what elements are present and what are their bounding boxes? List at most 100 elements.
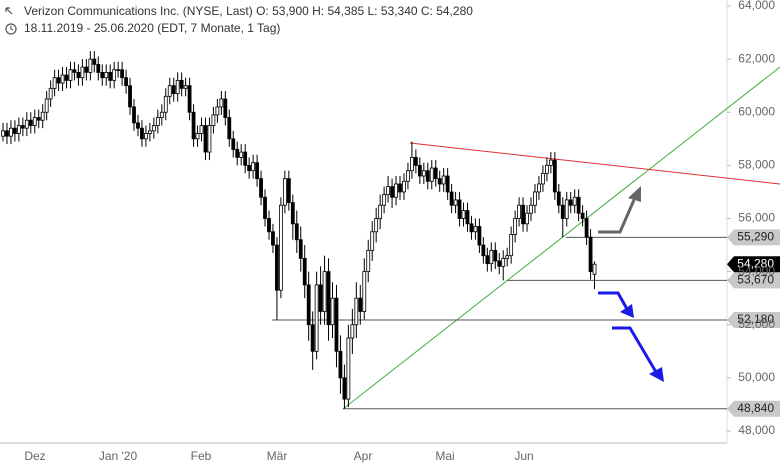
- candle-body: [124, 77, 128, 87]
- candle-body: [461, 210, 466, 219]
- level-label: 55,290: [737, 230, 774, 244]
- candle-body: [572, 196, 577, 206]
- header-icons: [5, 7, 17, 35]
- candle-body: [132, 106, 136, 124]
- candle-body: [441, 175, 446, 185]
- last-price-label: 54,280: [737, 256, 774, 270]
- x-tick-label: Apr: [354, 449, 373, 463]
- last-price-box: [727, 256, 780, 273]
- candle-body: [243, 151, 248, 166]
- candle-body: [215, 106, 220, 116]
- candle-body: [358, 297, 363, 312]
- level-label: 48,840: [737, 401, 774, 415]
- y-tick-label: 56,000: [738, 211, 775, 225]
- candle-body: [251, 162, 256, 172]
- candle-body: [271, 231, 275, 246]
- candle-body: [140, 127, 144, 140]
- candle-body: [13, 127, 17, 134]
- arrow-up-head: [628, 186, 641, 202]
- candle-body: [465, 210, 470, 225]
- candle-body: [497, 260, 502, 267]
- candle-body: [100, 72, 105, 79]
- candle-body: [259, 178, 263, 198]
- candle-body: [144, 133, 148, 140]
- x-tick-label: Mär: [267, 449, 288, 463]
- candle-body: [235, 149, 240, 158]
- candle-body: [374, 218, 379, 233]
- candle-body: [402, 180, 406, 193]
- candle-body: [493, 249, 498, 262]
- candle-body: [52, 77, 57, 89]
- candle-body: [489, 249, 494, 265]
- level-box: [727, 272, 780, 289]
- candle-body: [72, 69, 77, 73]
- candle-body: [350, 324, 355, 339]
- candle-body: [104, 72, 109, 79]
- candle-body: [203, 125, 208, 153]
- candle-body: [330, 297, 335, 326]
- candle-body: [342, 377, 347, 400]
- chart-subtitle: 18.11.2019 - 25.06.2020 (EDT, 7 Monate, …: [24, 21, 280, 35]
- candle-body: [429, 167, 434, 182]
- candle-body: [390, 186, 394, 198]
- candle-body: [263, 196, 267, 219]
- y-tick-label: 58,000: [738, 158, 775, 172]
- candle-body: [163, 95, 168, 113]
- candle-body: [453, 199, 458, 206]
- candle-body: [425, 170, 430, 182]
- candle-body: [394, 183, 398, 198]
- candle-body: [310, 324, 315, 352]
- candle-body: [326, 271, 331, 326]
- y-tick-label: 60,000: [738, 104, 775, 118]
- candle-body: [32, 117, 37, 126]
- candle-body: [544, 164, 549, 174]
- candle-body: [421, 170, 426, 177]
- candle-body: [302, 257, 307, 286]
- x-tick-label: Mai: [435, 449, 454, 463]
- candle-body: [568, 199, 573, 206]
- candle-body: [207, 125, 212, 153]
- candle-body: [398, 183, 402, 193]
- y-tick-label: 50,000: [738, 370, 775, 384]
- candle-body: [485, 255, 490, 265]
- arrow-down: [612, 326, 658, 373]
- candle-body: [366, 249, 371, 273]
- chart-title: Verizon Communications Inc. (NYSE, Last)…: [24, 4, 473, 18]
- level-box: [727, 311, 780, 328]
- candle-body: [521, 204, 525, 225]
- candle-body: [231, 138, 236, 150]
- x-tick-label: Feb: [191, 449, 212, 463]
- y-tick-label: 62,000: [738, 51, 775, 65]
- y-tick-label: 54,000: [738, 264, 775, 278]
- candle-body: [155, 117, 160, 126]
- candle-body: [290, 202, 295, 225]
- x-tick-label: Dez: [24, 449, 45, 463]
- arrow-down-head: [620, 304, 634, 318]
- candle-body: [147, 130, 152, 134]
- candle-body: [560, 204, 565, 219]
- candle-body: [417, 164, 422, 177]
- candle-body: [477, 226, 482, 246]
- candle-body: [20, 125, 25, 129]
- candle-body: [64, 74, 69, 81]
- candle-body: [227, 117, 232, 140]
- candle-body: [481, 244, 486, 257]
- candle-body: [112, 69, 117, 81]
- candle-body: [306, 284, 311, 326]
- candle-body: [223, 98, 228, 118]
- candle-body: [88, 58, 93, 73]
- candle-body: [76, 72, 81, 79]
- candle-body: [16, 125, 21, 134]
- candle-body: [445, 175, 450, 193]
- icon-arrow: [5, 7, 13, 15]
- candle-body: [552, 159, 557, 193]
- candle-body: [537, 183, 541, 193]
- candle-body: [286, 178, 291, 203]
- candle-body: [96, 64, 101, 73]
- candle-body: [541, 172, 545, 185]
- candle-body: [56, 77, 61, 84]
- candle-body: [580, 212, 585, 219]
- candle-body: [517, 204, 521, 219]
- candle-body: [267, 218, 271, 233]
- candle-body: [338, 350, 343, 379]
